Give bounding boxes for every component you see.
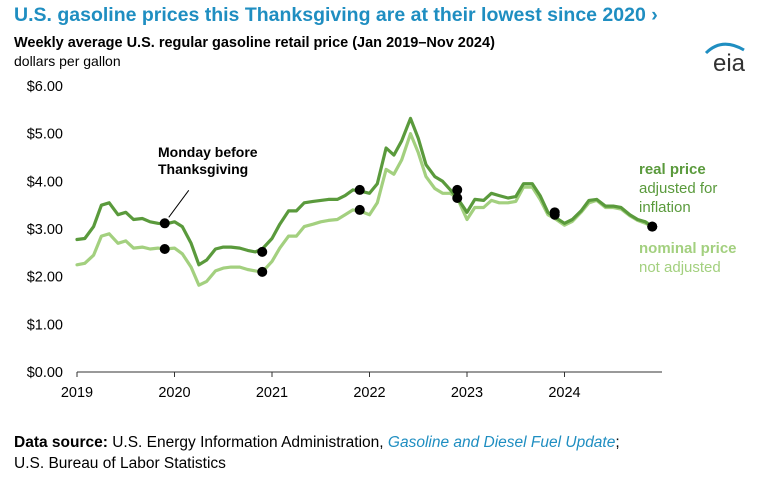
thanksgiving-marker-nominal bbox=[647, 221, 658, 232]
eia-logo-text: eia bbox=[713, 50, 746, 74]
y-tick-label: $1.00 bbox=[27, 317, 63, 333]
x-tick-label: 2022 bbox=[353, 385, 385, 401]
chart-headline[interactable]: U.S. gasoline prices this Thanksgiving a… bbox=[14, 4, 658, 26]
eia-logo: eia bbox=[704, 42, 746, 74]
real-price-line bbox=[75, 116, 654, 267]
y-tick-label: $0.00 bbox=[27, 365, 63, 381]
legend-nominal-subtitle: not adjusted bbox=[639, 259, 721, 276]
y-tick-label: $2.00 bbox=[27, 270, 63, 286]
legend-real-subtitle: inflation bbox=[639, 199, 691, 216]
thanksgiving-marker-nominal bbox=[452, 193, 463, 204]
source-text-semicolon: ; bbox=[615, 434, 620, 451]
x-tick-label: 2019 bbox=[61, 385, 93, 401]
thanksgiving-marker-nominal bbox=[549, 209, 560, 220]
legend-real-title: real price bbox=[639, 161, 706, 178]
source-line-2: U.S. Bureau of Labor Statistics bbox=[14, 455, 226, 472]
source-label: Data source: bbox=[14, 434, 108, 451]
thanksgiving-marker-nominal bbox=[159, 244, 170, 255]
x-tick-label: 2024 bbox=[548, 385, 580, 401]
thanksgiving-marker-real bbox=[354, 184, 365, 195]
y-tick-label: $5.00 bbox=[27, 127, 63, 143]
legend-real-subtitle: adjusted for bbox=[639, 180, 717, 197]
x-tick-label: 2021 bbox=[256, 385, 288, 401]
y-axis-units: dollars per gallon bbox=[14, 53, 121, 69]
annotation-text: Thanksgiving bbox=[158, 161, 248, 177]
source-link[interactable]: Gasoline and Diesel Fuel Update bbox=[387, 434, 616, 451]
annotation-text: Monday before bbox=[158, 144, 258, 160]
y-tick-label: $6.00 bbox=[27, 79, 63, 95]
thanksgiving-marker-nominal bbox=[257, 266, 268, 277]
thanksgiving-marker-real bbox=[452, 184, 463, 195]
thanksgiving-marker-real bbox=[257, 246, 268, 257]
x-tick-label: 2020 bbox=[158, 385, 190, 401]
thanksgiving-marker-nominal bbox=[354, 204, 365, 215]
y-tick-label: $4.00 bbox=[27, 174, 63, 190]
x-tick-label: 2023 bbox=[451, 385, 483, 401]
thanksgiving-marker-real bbox=[159, 218, 170, 229]
legend-nominal-title: nominal price bbox=[639, 240, 737, 257]
y-tick-label: $3.00 bbox=[27, 222, 63, 238]
chart-title: Weekly average U.S. regular gasoline ret… bbox=[14, 35, 495, 51]
source-text-eia: U.S. Energy Information Administration, bbox=[107, 434, 388, 451]
eia-logo-arc-icon bbox=[704, 42, 745, 55]
data-source-note: Data source: U.S. Energy Information Adm… bbox=[14, 432, 764, 474]
annotation-leader-line bbox=[168, 189, 190, 218]
